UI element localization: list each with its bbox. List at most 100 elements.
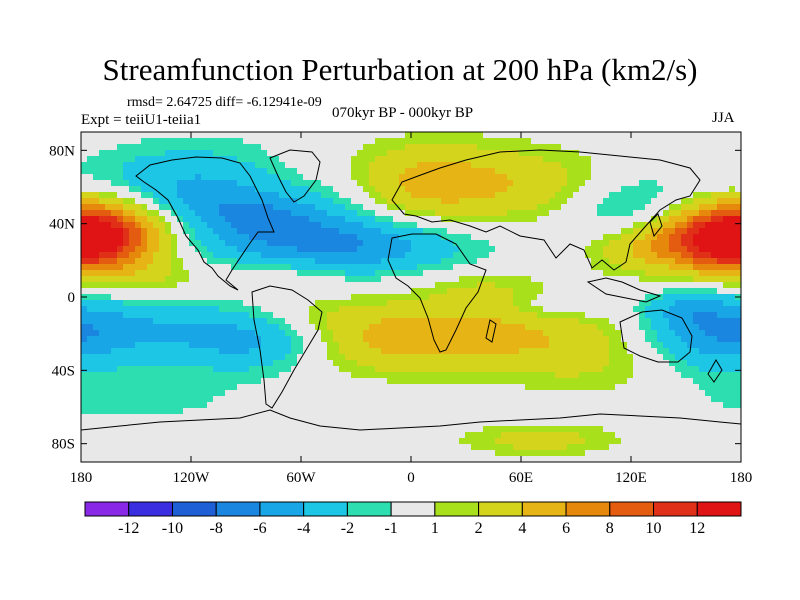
field-cell [609, 312, 616, 319]
field-cell [111, 300, 118, 307]
field-cell [99, 228, 106, 235]
field-cell [231, 192, 238, 199]
field-cell [261, 138, 268, 145]
field-cell [303, 144, 310, 151]
field-cell [183, 390, 190, 397]
field-cell [723, 282, 730, 289]
field-cell [615, 318, 622, 325]
field-cell [147, 222, 154, 229]
field-cell [645, 396, 652, 403]
field-cell [507, 174, 514, 181]
field-cell [429, 324, 436, 331]
field-cell [255, 210, 262, 217]
field-cell [399, 180, 406, 187]
field-cell [657, 318, 664, 325]
field-cell [219, 300, 226, 307]
field-cell [531, 342, 538, 349]
field-cell [333, 228, 340, 235]
field-cell [339, 354, 346, 361]
field-cell [507, 342, 514, 349]
field-cell [381, 360, 388, 367]
field-cell [345, 396, 352, 403]
field-cell [123, 324, 130, 331]
field-cell [87, 324, 94, 331]
field-cell [237, 210, 244, 217]
field-cell [189, 138, 196, 145]
field-cell [537, 246, 544, 253]
field-cell [591, 216, 598, 223]
field-cell [621, 204, 628, 211]
field-cell [489, 174, 496, 181]
field-cell [261, 180, 268, 187]
field-cell [153, 216, 160, 223]
field-cell [345, 234, 352, 241]
field-cell [543, 144, 550, 151]
field-cell [327, 138, 334, 145]
field-cell [357, 156, 364, 163]
field-cell [429, 348, 436, 355]
field-cell [687, 276, 694, 283]
field-cell [213, 198, 220, 205]
field-cell [447, 144, 454, 151]
field-cell [321, 300, 328, 307]
field-cell [699, 288, 706, 295]
field-cell [237, 318, 244, 325]
field-cell [483, 162, 490, 169]
field-cell [495, 354, 502, 361]
field-cell [339, 132, 346, 139]
field-cell [627, 132, 634, 139]
field-cell [321, 162, 328, 169]
field-cell [405, 372, 412, 379]
field-cell [387, 174, 394, 181]
field-cell [297, 294, 304, 301]
field-cell [369, 300, 376, 307]
field-cell [699, 234, 706, 241]
field-cell [645, 390, 652, 397]
field-cell [177, 276, 184, 283]
field-cell [303, 198, 310, 205]
field-cell [711, 150, 718, 157]
field-cell [255, 282, 262, 289]
field-cell [381, 168, 388, 175]
field-cell [477, 204, 484, 211]
field-cell [555, 168, 562, 175]
field-cell [675, 252, 682, 259]
field-cell [453, 174, 460, 181]
field-cell [441, 180, 448, 187]
field-cell [639, 396, 646, 403]
field-cell [99, 312, 106, 319]
field-cell [165, 318, 172, 325]
field-cell [669, 156, 676, 163]
field-cell [387, 162, 394, 169]
field-cell [639, 264, 646, 271]
field-cell [165, 264, 172, 271]
field-cell [111, 186, 118, 193]
field-cell [333, 216, 340, 223]
field-cell [399, 162, 406, 169]
field-cell [441, 222, 448, 229]
field-cell [81, 258, 88, 265]
field-cell [399, 348, 406, 355]
field-cell [303, 372, 310, 379]
field-cell [141, 276, 148, 283]
field-cell [519, 342, 526, 349]
field-cell [603, 180, 610, 187]
field-cell [111, 258, 118, 265]
field-cell [615, 198, 622, 205]
field-cell [93, 174, 100, 181]
field-cell [507, 204, 514, 211]
field-cell [219, 252, 226, 259]
field-cell [573, 336, 580, 343]
field-cell [453, 186, 460, 193]
field-cell [81, 366, 88, 373]
field-cell [315, 222, 322, 229]
field-cell [579, 360, 586, 367]
field-cell [183, 150, 190, 157]
field-cell [699, 156, 706, 163]
field-cell [183, 246, 190, 253]
field-cell [297, 312, 304, 319]
field-cell [543, 174, 550, 181]
field-cell [609, 240, 616, 247]
field-cell [183, 372, 190, 379]
field-cell [735, 246, 741, 253]
